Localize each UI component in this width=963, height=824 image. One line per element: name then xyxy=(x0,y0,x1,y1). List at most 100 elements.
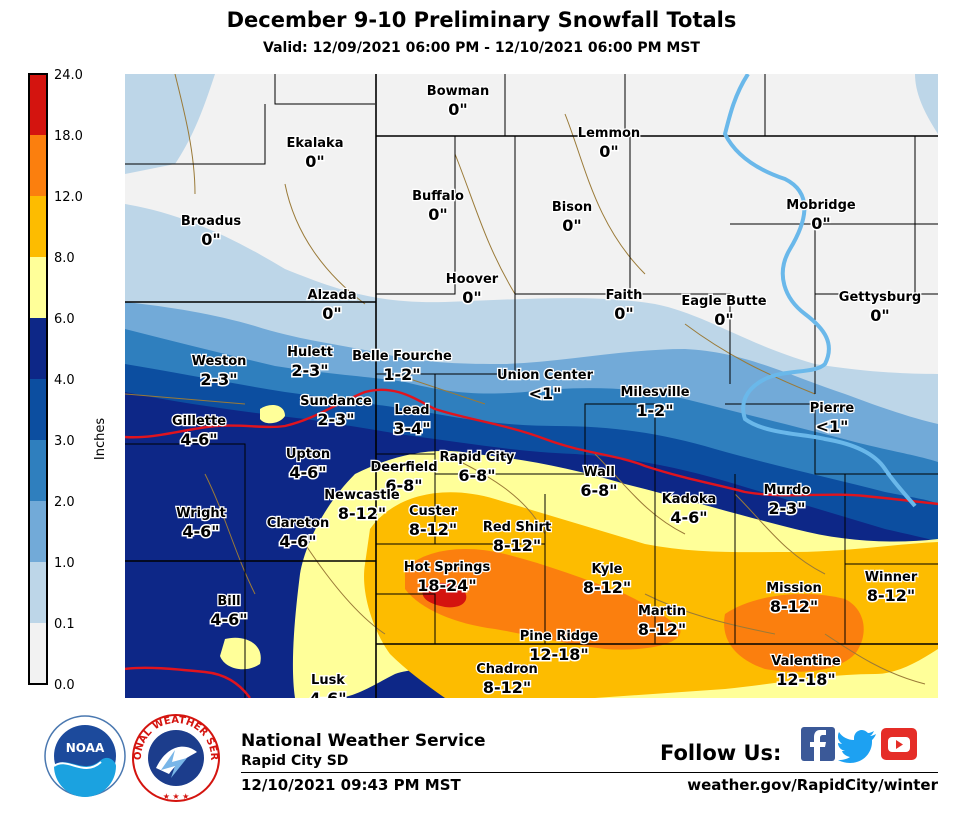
legend-band-6 xyxy=(29,440,47,501)
legend-band-0 xyxy=(29,74,47,135)
shade-12-18-b xyxy=(724,594,864,672)
town-name: Lusk xyxy=(311,673,345,688)
legend-band-3 xyxy=(29,257,47,318)
legend-tick-label: 4.0 xyxy=(54,373,75,388)
town-snowfall-value: 8-12" xyxy=(867,586,915,605)
town-name: Chadron xyxy=(476,662,537,677)
legend-band-1 xyxy=(29,135,47,196)
town-name: Mission xyxy=(766,581,822,596)
town-snowfall-value: 4-6" xyxy=(182,522,219,541)
town-snowfall-value: 8-12" xyxy=(483,678,531,697)
town-name: Red Shirt xyxy=(483,520,551,535)
town-snowfall-value: 0" xyxy=(462,288,481,307)
town-name: Broadus xyxy=(181,214,242,229)
shade-6-8-b xyxy=(260,404,285,424)
town-name: Valentine xyxy=(771,654,841,669)
town-snowfall-value: 1-2" xyxy=(636,401,673,420)
twitter-icon[interactable] xyxy=(838,729,878,763)
legend-band-8 xyxy=(29,562,47,623)
town-union-center: Union Center<1" xyxy=(496,367,595,405)
town-snowfall-value: 0" xyxy=(201,230,220,249)
town-snowfall-value: 8-12" xyxy=(638,620,686,639)
nws-logo: NATIONAL WEATHER SERVICE ★ ★ ★ xyxy=(127,710,220,802)
snowfall-legend: 24.0 18.0 12.0 8.0 6.0 4.0 3.0 2.0 1.0 0.1 0.0 Inc… xyxy=(28,68,108,693)
shade-0-1 xyxy=(125,74,215,174)
footer-agency: National Weather Service xyxy=(241,731,486,751)
noaa-logo: NOAA xyxy=(44,715,126,797)
legend-tick-label: 0.1 xyxy=(54,617,75,632)
town-name: Hulett xyxy=(287,345,333,360)
town-name: Gillette xyxy=(172,414,226,429)
town-name: Lead xyxy=(394,403,429,418)
town-name: Mobridge xyxy=(786,198,856,213)
legend-tick-label: 18.0 xyxy=(54,129,83,144)
town-name: Milesville xyxy=(620,385,689,400)
town-snowfall-value: 8-12" xyxy=(338,504,386,523)
town-name: Sundance xyxy=(300,394,372,409)
winter-url-link[interactable]: weather.gov/RapidCity/winter xyxy=(687,776,938,794)
town-name: Kadoka xyxy=(662,492,717,507)
town-name: Bill xyxy=(217,594,240,609)
boundary-lines xyxy=(125,74,938,698)
facebook-icon[interactable] xyxy=(801,727,835,761)
town-name: Eagle Butte xyxy=(681,294,766,309)
town-snowfall-value: 0" xyxy=(428,205,447,224)
legend-tick-label: 1.0 xyxy=(54,556,75,571)
town-pierre: Pierre<1" xyxy=(809,400,856,438)
town-snowfall-value: 1-2" xyxy=(383,365,420,384)
town-name: Rapid City xyxy=(439,450,515,465)
legend-tick-label: 24.0 xyxy=(54,68,83,83)
shade-0-1-c xyxy=(915,74,938,134)
legend-tick-label: 0.0 xyxy=(54,678,75,693)
town-name: Wall xyxy=(583,465,615,480)
youtube-icon[interactable] xyxy=(881,728,917,760)
town-name: Ekalaka xyxy=(287,136,344,151)
town-name: Alzada xyxy=(308,288,357,303)
town-snowfall-value: 4-6" xyxy=(279,532,316,551)
town-snowfall-value: 2-3" xyxy=(291,361,328,380)
town-snowfall-value: 6-8" xyxy=(385,476,422,495)
town-snowfall-value: 0" xyxy=(322,304,341,323)
town-snowfall-value: 0" xyxy=(811,214,830,233)
town-name: Winner xyxy=(865,570,918,585)
town-name: Murdo xyxy=(764,483,811,498)
town-snowfall-value: 8-12" xyxy=(493,536,541,555)
town-snowfall-value: 6-8" xyxy=(458,466,495,485)
town-snowfall-value: 0" xyxy=(714,310,733,329)
town-name: Kyle xyxy=(592,562,623,577)
footer-divider xyxy=(241,772,938,773)
town-name: Pine Ridge xyxy=(520,629,599,644)
town-snowfall-value: 4-6" xyxy=(670,508,707,527)
noaa-logo-text: NOAA xyxy=(66,741,105,755)
town-name: Weston xyxy=(192,354,247,369)
town-name: Gettysburg xyxy=(839,290,921,305)
town-snowfall-value: 0" xyxy=(614,304,633,323)
town-name: Newcastle xyxy=(324,488,400,503)
town-snowfall-value: 0" xyxy=(870,306,889,325)
nws-stars: ★ ★ ★ xyxy=(163,792,190,801)
